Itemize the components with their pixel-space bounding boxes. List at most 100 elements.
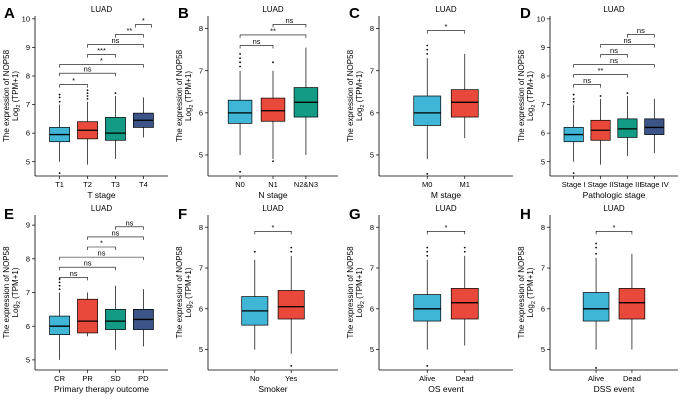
outlier-point-c (426, 44, 429, 47)
outlier-point-a (58, 96, 61, 99)
y-axis-label-a: The expression of NOP58 (2, 49, 11, 142)
significance-bracket-d (600, 44, 655, 48)
significance-label-d: ns (610, 46, 618, 55)
x-tick-label-e: PD (138, 374, 149, 383)
box-h-2 (618, 288, 646, 320)
y-unit-sub-h: 2 (531, 301, 537, 304)
box-e-1 (49, 315, 71, 335)
significance-bracket-b (239, 45, 274, 49)
outlier-point-d (572, 100, 575, 103)
box-b-2 (260, 97, 286, 122)
panel-title-e: LUAD (91, 204, 113, 213)
significance-label-d: ns (610, 56, 618, 65)
significance-label-h: * (613, 223, 616, 232)
outlier-point-d (626, 92, 629, 95)
y-unit-log-a: Log (11, 108, 20, 121)
y-tick-label-g: 7 (370, 264, 374, 273)
panel-title-g: LUAD (435, 204, 457, 213)
x-axis-label-h: DSS event (594, 384, 635, 394)
significance-bracket-a (87, 44, 144, 48)
y-unit-log-h: Log (526, 304, 535, 317)
significance-bracket-a (135, 24, 152, 28)
outlier-point-h (595, 252, 597, 255)
outlier-point-b (272, 160, 274, 163)
y-axis-label-d: The expression of NOP58 (517, 49, 526, 142)
y-tick-label-d: 6 (541, 129, 545, 138)
outlier-point-d (572, 172, 575, 175)
x-tick-label-h: Dead (623, 374, 641, 383)
box-f-2 (277, 290, 305, 320)
significance-bracket-d (600, 54, 628, 58)
significance-label-a: ** (127, 26, 133, 35)
outlier-point-a (86, 89, 89, 92)
significance-label-b: ns (253, 37, 261, 46)
outlier-point-g (426, 254, 429, 257)
y-unit-tpm-h: (TPM+1) (526, 267, 535, 301)
x-tick-label-e: PR (82, 374, 93, 383)
significance-bracket-d (627, 34, 655, 38)
outlier-point-c (426, 48, 429, 51)
significance-label-e: ns (125, 218, 133, 227)
y-axis-unit-b: Log2 (TPM+1) (184, 71, 195, 121)
x-tick-label-g: Dead (456, 374, 474, 383)
significance-bracket-b (272, 24, 307, 28)
y-unit-sub-g: 2 (360, 301, 366, 304)
x-tick-label-g: Alive (419, 374, 435, 383)
y-axis-label-b: The expression of NOP58 (175, 49, 184, 142)
y-tick-label-a: 7 (26, 100, 30, 109)
outlier-point-e (58, 284, 61, 287)
box-c-2 (450, 89, 479, 118)
significance-bracket-e (59, 277, 88, 281)
y-axis-label-e: The expression of NOP58 (2, 246, 11, 339)
significance-bracket-b (239, 34, 307, 38)
panel-title-h: LUAD (603, 204, 625, 213)
significance-bracket-e (87, 236, 144, 240)
y-tick-label-e: 9 (26, 221, 30, 230)
x-tick-label-b: N1 (268, 180, 278, 189)
x-tick-label-f: Yes (285, 374, 297, 383)
x-tick-label-f: No (250, 374, 260, 383)
outlier-point-h (595, 367, 597, 369)
outlier-point-g (426, 365, 429, 367)
outlier-point-f (290, 250, 293, 253)
panel-label-g: G (349, 206, 361, 223)
panel-title-d: LUAD (603, 5, 625, 14)
significance-label-a: * (100, 56, 103, 65)
significance-label-e: * (100, 239, 103, 248)
y-tick-label-a: 8 (26, 72, 30, 81)
significance-bracket-e (115, 226, 144, 230)
y-tick-label-d: 9 (541, 43, 545, 52)
box-e-2 (77, 298, 98, 334)
x-tick-label-d: Stage I (562, 180, 586, 189)
y-tick-label-d: 5 (541, 157, 545, 166)
y-unit-tpm-e: (TPM+1) (11, 267, 20, 301)
outlier-point-b (239, 61, 241, 64)
y-unit-log-f: Log (184, 304, 193, 317)
y-tick-label-h: 5 (541, 345, 545, 354)
significance-label-c: * (445, 22, 448, 31)
outlier-point-a (58, 100, 61, 103)
panel-title-c: LUAD (435, 5, 457, 14)
outlier-point-b (239, 52, 241, 55)
y-axis-unit-g: Log2 (TPM+1) (355, 267, 366, 317)
significance-bracket-h (595, 231, 633, 235)
y-unit-tpm-a: (TPM+1) (11, 71, 20, 105)
panel-label-e: E (4, 206, 14, 223)
significance-label-e: ns (112, 228, 120, 237)
box-g-2 (450, 288, 479, 320)
y-tick-label-h: 8 (541, 223, 545, 232)
significance-bracket-a (59, 84, 88, 88)
y-unit-sub-e: 2 (16, 301, 22, 304)
x-axis-label-b: N stage (258, 190, 288, 200)
y-tick-label-b: 8 (199, 24, 203, 33)
significance-label-f: * (272, 223, 275, 232)
panel-label-f: F (178, 206, 187, 223)
significance-label-d: ns (637, 26, 645, 35)
panel-title-f: LUAD (262, 204, 284, 213)
x-axis-label-a: T stage (87, 190, 115, 200)
panel-label-h: H (520, 206, 531, 223)
y-tick-label-a: 6 (26, 129, 30, 138)
significance-label-a: ns (112, 36, 120, 45)
y-tick-label-h: 6 (541, 304, 545, 313)
panel-title-a: LUAD (91, 5, 113, 14)
